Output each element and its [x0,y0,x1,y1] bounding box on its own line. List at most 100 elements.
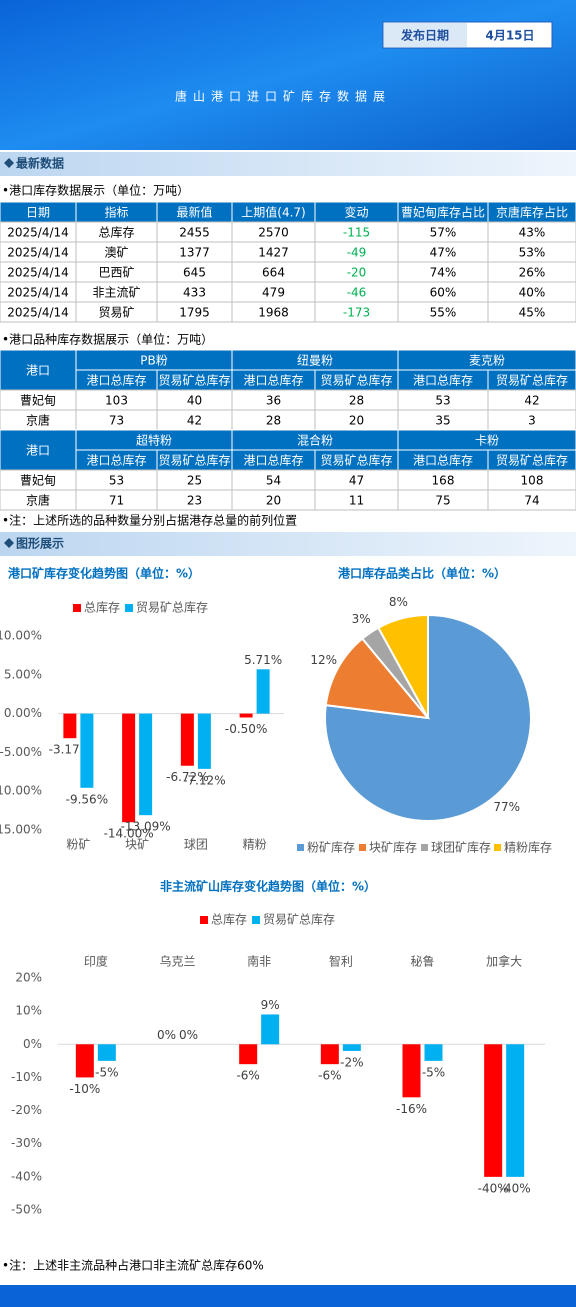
table-subheader: 贸易矿总库存 [158,373,230,388]
data-label: 12% [310,653,337,667]
table-cell: 53 [109,474,124,488]
bar [139,713,153,816]
y-tick-label: -15.00% [0,823,42,837]
table-cell-bg [487,301,576,323]
bar [239,713,253,718]
data-label: -5% [95,1065,118,1079]
table-cell: 28 [266,414,281,428]
table-cell: 1377 [179,246,210,260]
table-cell: 澳矿 [104,246,128,260]
table-cell: 47 [349,474,364,488]
table-cell: -49 [347,246,367,260]
table-subheader: 港口总库存 [243,453,303,468]
legend-label: 粉矿库存 [307,840,355,855]
table-cell: 京唐 [26,493,50,508]
bar [484,1044,503,1177]
table-cell: 54 [266,474,281,488]
section-title: 最新数据 [16,156,64,171]
data-label: -6% [318,1069,341,1083]
table-cell: 42 [187,414,202,428]
table-cell: 2025/4/14 [7,306,69,320]
y-tick-label: 10.00% [0,629,42,643]
table-cell: 74% [430,266,457,280]
table-header: 超特粉 [136,433,172,448]
table-header: 变动 [344,205,368,220]
table-cell: 11 [349,494,364,508]
section-icon [4,538,14,548]
table-cell: 总库存 [98,225,134,240]
section-icon [4,158,14,168]
data-label: -2% [340,1055,363,1069]
data-label: -16% [396,1102,427,1116]
table-cell: 曹妃甸 [20,474,56,488]
bar [320,1044,339,1065]
table-cell: 35 [435,414,450,428]
legend-label: 精粉库存 [504,840,552,855]
x-tick-label: 精粉 [243,838,267,852]
y-tick-label: -30% [11,1136,42,1150]
table-cell: 43% [519,226,546,240]
data-label: 3% [352,612,371,626]
table-header: 曹妃甸库存占比 [401,205,485,220]
table-cell: 2025/4/14 [7,246,69,260]
date-label-bg [384,23,467,47]
data-label: -40% [500,1181,531,1195]
data-label: -13.09% [121,820,171,834]
table-subheader: 贸易矿总库存 [320,453,392,468]
bar [424,1044,443,1061]
table-subheader: 贸易矿总库存 [496,453,568,468]
bar [63,713,77,739]
bar [402,1044,421,1098]
table-cell: 71 [109,494,124,508]
data-label: 0% [179,1028,198,1042]
table-cell: 2025/4/14 [7,226,69,240]
y-tick-label: 0.00% [4,706,42,720]
table-cell: -46 [347,286,367,300]
data-label: -7.12% [183,773,225,787]
x-tick-label: 智利 [329,954,353,969]
x-tick-label: 球团 [184,838,208,852]
table-cell: 45% [519,306,546,320]
table-subheader: 港口总库存 [413,453,473,468]
table-cell-bg [487,489,576,511]
table-cell: 103 [105,394,128,408]
table-cell: 2025/4/14 [7,286,69,300]
table-cell: 108 [521,474,544,488]
date: 4月15日 [485,29,534,43]
table-header: 指标 [104,205,128,220]
chart-title: 港口库存品类占比（单位：%） [338,566,506,581]
table-cell: 2570 [258,226,289,240]
y-tick-label: -10.00% [0,784,42,798]
chart-title: 港口矿库存变化趋势图（单位：%） [8,566,200,581]
x-tick-label: 粉矿 [66,838,90,852]
table-cell: 1427 [258,246,289,260]
table-header: 日期 [26,206,50,220]
data-label: 9% [261,998,280,1012]
table-cell: 1795 [179,306,210,320]
table-cell: 巴西矿 [98,266,134,280]
legend-swatch [73,604,81,612]
table-cell: 42 [524,394,539,408]
y-tick-label: 5.00% [4,667,42,681]
x-tick-label: 块矿 [125,838,149,852]
legend-label: 总库存 [84,600,120,615]
bar [506,1044,525,1177]
date-label: 发布日期 [400,28,449,43]
table-cell: 75 [435,494,450,508]
section-bar [0,152,576,176]
section-bar [0,532,576,556]
x-tick-label: 秘鲁 [410,955,434,969]
table-cell: -173 [343,306,370,320]
data-label: -9.56% [66,792,108,806]
bar [97,1044,116,1061]
note: •注：上述所选的品种数量分别占据港存总量的前列位置 [2,513,297,528]
table-cell: 57% [430,226,457,240]
table-cell: 168 [432,474,455,488]
data-label: 5.71% [244,653,282,667]
y-tick-label: -5.00% [0,745,42,759]
footer-bar [0,1285,576,1307]
legend-label: 贸易矿总库存 [136,600,208,615]
legend-swatch [297,844,304,851]
legend-swatch [359,844,366,851]
